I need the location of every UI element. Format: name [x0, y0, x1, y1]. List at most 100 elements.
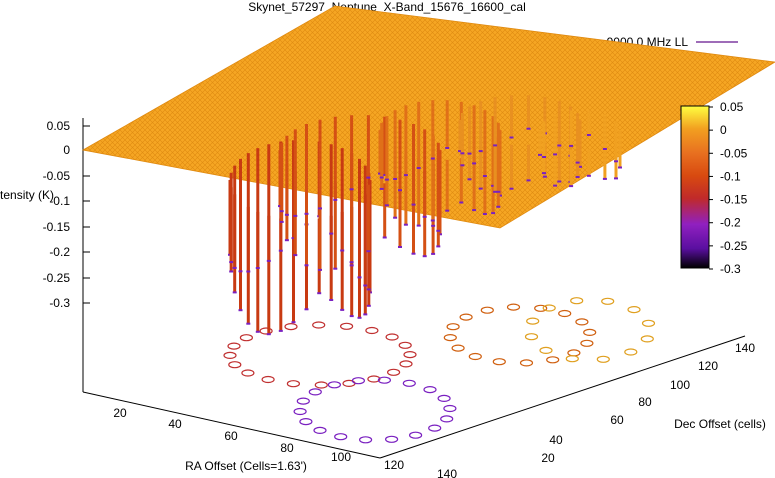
- base-loop-marker: [223, 351, 237, 359]
- colorbar-tick-label: -0.25: [720, 239, 748, 253]
- base-loop-marker: [627, 306, 641, 314]
- base-loop-marker: [567, 349, 581, 357]
- base-loop-marker: [284, 323, 298, 331]
- base-loop-marker: [440, 415, 454, 423]
- base-loop-marker: [385, 435, 399, 443]
- x-tick-label: 20: [113, 406, 127, 420]
- z-tick-label: -0.1: [49, 194, 70, 208]
- base-loop-marker: [299, 418, 313, 426]
- base-loop-marker: [446, 323, 460, 331]
- axis-box: [82, 118, 746, 459]
- base-loop-marker: [313, 426, 327, 434]
- base-loop-marker: [468, 352, 482, 361]
- base-loop-marker: [423, 386, 437, 394]
- base-loop-marker: [641, 319, 656, 327]
- colorbar-tick-label: -0.2: [720, 216, 741, 230]
- z-tick-label: -0.3: [49, 296, 70, 310]
- base-loop-marker: [640, 335, 654, 343]
- y-tick-label: 100: [670, 378, 690, 392]
- base-loop-marker: [624, 348, 638, 356]
- base-loop-marker: [351, 377, 365, 385]
- z-tick-label: -0.2: [49, 245, 70, 259]
- base-loop-marker: [387, 368, 401, 376]
- base-loop-marker: [409, 431, 423, 439]
- base-loop-marker: [443, 334, 457, 342]
- chart-title: Skynet_57297_Neptune_X-Band_15676_16600_…: [248, 0, 526, 14]
- x-tick-label: 120: [384, 458, 404, 472]
- base-loop-marker: [359, 436, 373, 444]
- base-loop-marker: [327, 381, 341, 389]
- base-loop-marker: [601, 297, 615, 305]
- base-loop-marker: [580, 339, 594, 347]
- y-axis-label: Dec Offset (cells): [674, 417, 766, 431]
- base-loop-marker: [519, 359, 534, 367]
- colorbar-tick-label: -0.15: [720, 193, 748, 207]
- base-loop-marker: [312, 321, 326, 329]
- y-tick-label: 80: [638, 395, 652, 409]
- base-projection: [223, 297, 656, 444]
- base-loop-marker: [558, 309, 572, 318]
- z-axis-ticks: 0.05 0 -0.05 -0.1 -0.15 -0.2 -0.25 -0.3: [43, 119, 90, 310]
- base-loop-marker: [334, 433, 348, 441]
- base-loop-marker: [524, 333, 539, 341]
- base-loop-marker: [286, 380, 300, 388]
- base-loop-marker: [480, 306, 494, 314]
- z-tick-label: 0: [63, 143, 70, 157]
- base-loop-marker: [451, 344, 465, 352]
- base-loop-marker: [377, 376, 391, 384]
- base-loop-marker: [570, 297, 584, 305]
- base-loop-marker: [227, 342, 241, 350]
- base-loop-marker: [365, 326, 379, 335]
- y-tick-label: 120: [698, 359, 718, 373]
- base-loop-marker: [403, 351, 417, 359]
- base-loop-marker: [259, 327, 273, 335]
- base-loop-marker: [239, 334, 253, 342]
- base-loop-marker: [340, 322, 354, 330]
- z-tick-label: 0.05: [47, 119, 71, 133]
- base-loop-marker: [575, 318, 589, 326]
- base-loop-marker: [402, 379, 416, 387]
- z-axis-label: Intensity (K): [0, 188, 54, 202]
- colorbar-tick-label: -0.05: [720, 146, 748, 160]
- x-axis-label: RA Offset (Cells=1.63'): [185, 459, 307, 473]
- base-loop-marker: [241, 369, 255, 377]
- base-loop-marker: [308, 388, 322, 396]
- base-loop-marker: [459, 313, 473, 321]
- x-tick-label: 80: [280, 441, 294, 455]
- base-loop-marker: [492, 358, 506, 366]
- base-loop-marker: [539, 346, 553, 354]
- base-loop-marker: [228, 361, 242, 369]
- base-loop-marker: [546, 356, 560, 364]
- base-loop-marker: [542, 304, 556, 312]
- z-tick-label: -0.15: [43, 220, 71, 234]
- base-loop-marker: [506, 303, 521, 311]
- base-loop-marker: [296, 397, 310, 405]
- z-tick-label: -0.05: [43, 169, 71, 183]
- base-loop-marker: [385, 333, 399, 341]
- base-loop-marker: [534, 304, 548, 312]
- y-tick-label: 60: [610, 413, 624, 427]
- base-loop-marker: [565, 355, 579, 363]
- z-tick-label: -0.25: [43, 271, 71, 285]
- colorbar-tick-label: -0.3: [720, 262, 741, 276]
- base-loop-marker: [583, 328, 597, 336]
- base-loop-marker: [314, 381, 328, 389]
- y-axis-ticks: 20 40 60 80 100 120 140: [541, 341, 755, 465]
- colorbar-tick-label: -0.1: [720, 169, 741, 183]
- base-loop-marker: [367, 375, 381, 383]
- base-loop-marker: [342, 379, 356, 387]
- y-tick-label: 140: [735, 341, 755, 355]
- base-loop-marker: [293, 407, 307, 416]
- base-loop-marker: [596, 355, 610, 363]
- base-loop-marker: [443, 404, 457, 413]
- y-tick-label: 40: [549, 433, 563, 447]
- x-tick-label: 60: [224, 429, 238, 443]
- x-tick-label: 140: [437, 467, 457, 478]
- x-tick-label: 100: [331, 450, 351, 464]
- colorbar-tick-label: 0.05: [720, 100, 744, 114]
- base-loop-marker: [261, 375, 275, 384]
- surface-dips: [228, 95, 622, 336]
- base-loop-marker: [398, 341, 412, 349]
